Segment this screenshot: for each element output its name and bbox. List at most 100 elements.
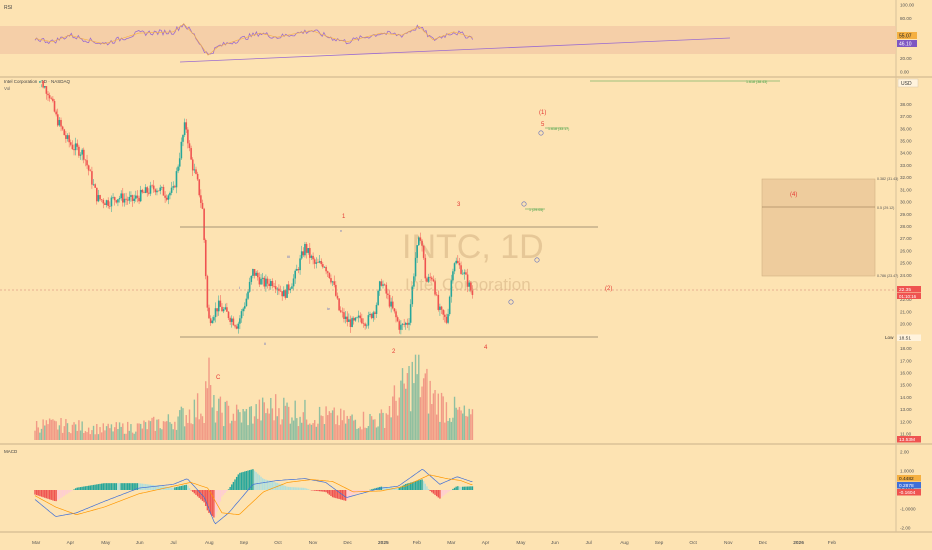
candle-body xyxy=(455,260,457,264)
x-tick: 2025 xyxy=(378,540,389,546)
candle-body xyxy=(401,323,404,325)
candle-body xyxy=(320,261,323,265)
candle-body xyxy=(450,280,453,297)
candle-body xyxy=(170,187,173,193)
candle-body xyxy=(69,142,72,145)
price-tick: 38.00 xyxy=(900,102,912,107)
candle-body xyxy=(434,281,436,295)
candle-body xyxy=(86,160,88,166)
candle-body xyxy=(71,144,74,150)
volume-bar xyxy=(143,420,145,440)
x-tick: Jun xyxy=(136,540,144,546)
fib-box xyxy=(761,178,876,277)
price-tick: 31.00 xyxy=(900,187,912,192)
wave-big-1: (1) xyxy=(539,110,546,116)
volume-bar xyxy=(340,408,342,440)
macd-hist-bar xyxy=(432,490,435,494)
macd-hist-bar xyxy=(221,490,223,497)
macd-hist-bar xyxy=(151,484,153,490)
candle-body xyxy=(235,326,238,329)
candle-body xyxy=(151,185,153,187)
macd-hist-bar xyxy=(323,490,326,492)
candle-body xyxy=(185,122,188,130)
volume-bar xyxy=(465,415,467,440)
volume-bar xyxy=(435,414,438,440)
rsi-badge-value-2: 46.10 xyxy=(899,42,912,48)
candle-body xyxy=(276,288,279,290)
volume-bar xyxy=(414,354,417,440)
volume-bar xyxy=(335,424,337,440)
main-sub: Vol xyxy=(4,86,10,91)
candle-body xyxy=(247,291,249,299)
macd-hist-bar xyxy=(305,488,308,490)
candle-body xyxy=(221,306,223,312)
volume-bar xyxy=(255,404,257,440)
volume-bar xyxy=(419,397,422,440)
candle-body xyxy=(457,260,459,264)
macd-hist-bar xyxy=(130,483,132,490)
currency-button[interactable] xyxy=(897,78,919,88)
x-tick: Jul xyxy=(170,540,176,546)
macd-hist-bar xyxy=(224,490,226,494)
volume-bar xyxy=(192,424,194,440)
price-tick: 25.00 xyxy=(900,261,912,266)
price-tick: 32.00 xyxy=(900,175,912,180)
volume-bar xyxy=(133,433,135,440)
volume-bar xyxy=(426,368,428,440)
volume-bar xyxy=(190,423,192,440)
candle-body xyxy=(432,279,435,282)
rsi-tick: 100.00 xyxy=(900,3,914,8)
candle-body xyxy=(453,263,456,272)
volume-bar xyxy=(113,427,116,440)
volume-bar xyxy=(314,420,316,440)
candle-body xyxy=(424,257,427,279)
candle-body xyxy=(169,192,171,196)
volume-bar xyxy=(208,357,210,440)
candle-body xyxy=(122,193,124,203)
candle-body xyxy=(193,169,196,171)
volume-bar xyxy=(104,430,106,440)
candle-body xyxy=(430,277,433,280)
macd-hist-bar xyxy=(76,487,78,490)
macd-hist-bar xyxy=(461,486,464,490)
macd-hist-bar xyxy=(257,473,259,490)
candle-body xyxy=(470,282,472,291)
volume-bar xyxy=(296,418,298,440)
macd-hist-bar xyxy=(242,471,244,490)
candle-body xyxy=(313,259,316,264)
volume-bar xyxy=(273,420,275,440)
candle-body xyxy=(217,300,220,312)
volume-bar xyxy=(232,413,235,440)
vol-badge xyxy=(897,436,921,443)
volume-bar xyxy=(209,385,212,440)
volume-bar xyxy=(281,419,283,440)
macd-hist-bar xyxy=(87,485,90,490)
candle-body xyxy=(45,86,48,94)
candle-body xyxy=(48,95,51,99)
candle-body xyxy=(447,314,449,323)
volume-bar xyxy=(153,416,155,440)
volume-bar xyxy=(105,426,108,440)
candle-body xyxy=(395,311,397,318)
candle-body xyxy=(385,284,388,294)
volume-bar xyxy=(78,420,80,440)
wave-small-i: i xyxy=(239,285,240,290)
macd-hist-bar xyxy=(126,483,129,490)
macd-hist-bar xyxy=(429,490,431,492)
macd-hist-bar xyxy=(222,490,225,495)
volume-bar xyxy=(367,426,370,440)
candle-body xyxy=(317,262,319,263)
volume-bar xyxy=(39,432,41,440)
volume-bar xyxy=(299,416,301,440)
macd-hist-bar xyxy=(89,485,91,490)
price-tick: 29.00 xyxy=(900,212,912,217)
macd-hist-bar xyxy=(393,487,396,490)
candle-body xyxy=(56,114,59,126)
macd-hist-bar xyxy=(166,486,168,490)
volume-bar xyxy=(396,415,399,440)
macd-hist-bar xyxy=(192,490,194,492)
macd-hist-bar xyxy=(83,486,85,490)
candle-body xyxy=(427,276,430,282)
candle-body xyxy=(260,278,262,285)
candle-body xyxy=(387,293,389,296)
